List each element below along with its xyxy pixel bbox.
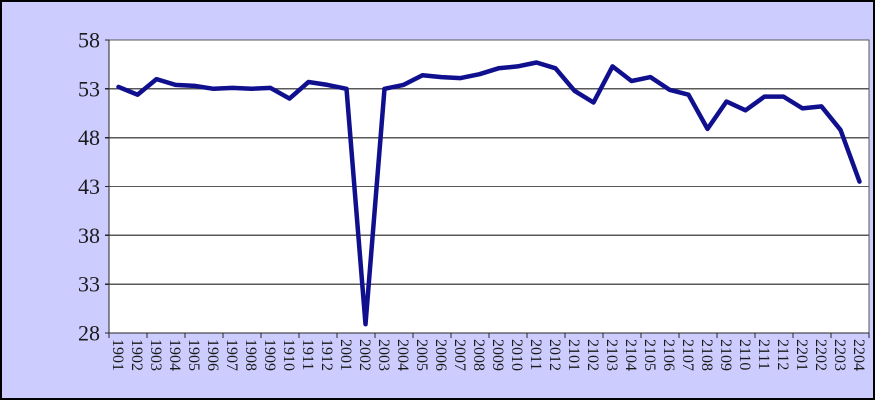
x-tick-label: 2006	[432, 339, 449, 371]
x-tick-label: 2112	[774, 339, 791, 370]
x-tick-label: 1904	[166, 339, 183, 371]
x-tick-label: 1905	[185, 339, 202, 371]
x-axis-ticks	[108, 333, 870, 338]
y-tick-label: 58	[78, 27, 100, 52]
x-tick-label: 2202	[812, 339, 829, 371]
x-tick-label: 1911	[299, 339, 316, 370]
x-tick-label: 2102	[584, 339, 601, 371]
x-tick-label: 2104	[622, 339, 639, 371]
x-tick-label: 1901	[109, 339, 126, 371]
x-tick-label: 2001	[337, 339, 354, 371]
x-tick-label: 2110	[736, 339, 753, 370]
y-tick-label: 33	[78, 272, 100, 297]
x-tick-label: 2005	[413, 339, 430, 371]
x-tick-label: 2103	[603, 339, 620, 371]
x-tick-label: 2106	[660, 339, 677, 371]
y-tick-label: 43	[78, 174, 100, 199]
y-axis-labels: 28 33 38 43 48 53 58	[78, 27, 100, 345]
x-tick-label: 1910	[280, 339, 297, 371]
x-tick-label: 2204	[850, 339, 867, 371]
axis-lines	[108, 40, 869, 334]
x-tick-label: 2101	[565, 339, 582, 371]
x-tick-label: 1908	[242, 339, 259, 371]
x-tick-label: 2009	[489, 339, 506, 371]
x-tick-label: 2108	[698, 339, 715, 371]
x-tick-label: 1909	[261, 339, 278, 371]
x-tick-label: 2008	[470, 339, 487, 371]
x-tick-label: 1902	[128, 339, 145, 371]
y-tick-label: 38	[78, 223, 100, 248]
x-tick-label: 2201	[793, 339, 810, 371]
x-tick-label: 2203	[831, 339, 848, 371]
x-tick-label: 2105	[641, 339, 658, 371]
x-tick-label: 2012	[546, 339, 563, 371]
y-tick-label: 28	[78, 320, 100, 345]
x-tick-label: 1906	[204, 339, 221, 371]
x-tick-label: 1903	[147, 339, 164, 371]
x-tick-label: 2109	[717, 339, 734, 371]
x-tick-label: 2003	[375, 339, 392, 371]
y-tick-label: 48	[78, 125, 100, 150]
y-tick-label: 53	[78, 76, 100, 101]
x-tick-label: 2002	[356, 339, 373, 371]
x-tick-label: 2007	[451, 339, 468, 371]
data-line	[116, 60, 862, 327]
x-tick-label: 1907	[223, 339, 240, 371]
x-tick-label: 1912	[318, 339, 335, 371]
x-tick-label: 2011	[527, 339, 544, 370]
x-tick-label: 2010	[508, 339, 525, 371]
x-tick-label: 2107	[679, 339, 696, 371]
x-axis-labels: 1901 1902 1903 1904 1905 1906 1907 1908 1909 1910…	[109, 339, 867, 371]
x-tick-label: 2004	[394, 339, 411, 371]
x-tick-label: 2111	[755, 339, 772, 370]
